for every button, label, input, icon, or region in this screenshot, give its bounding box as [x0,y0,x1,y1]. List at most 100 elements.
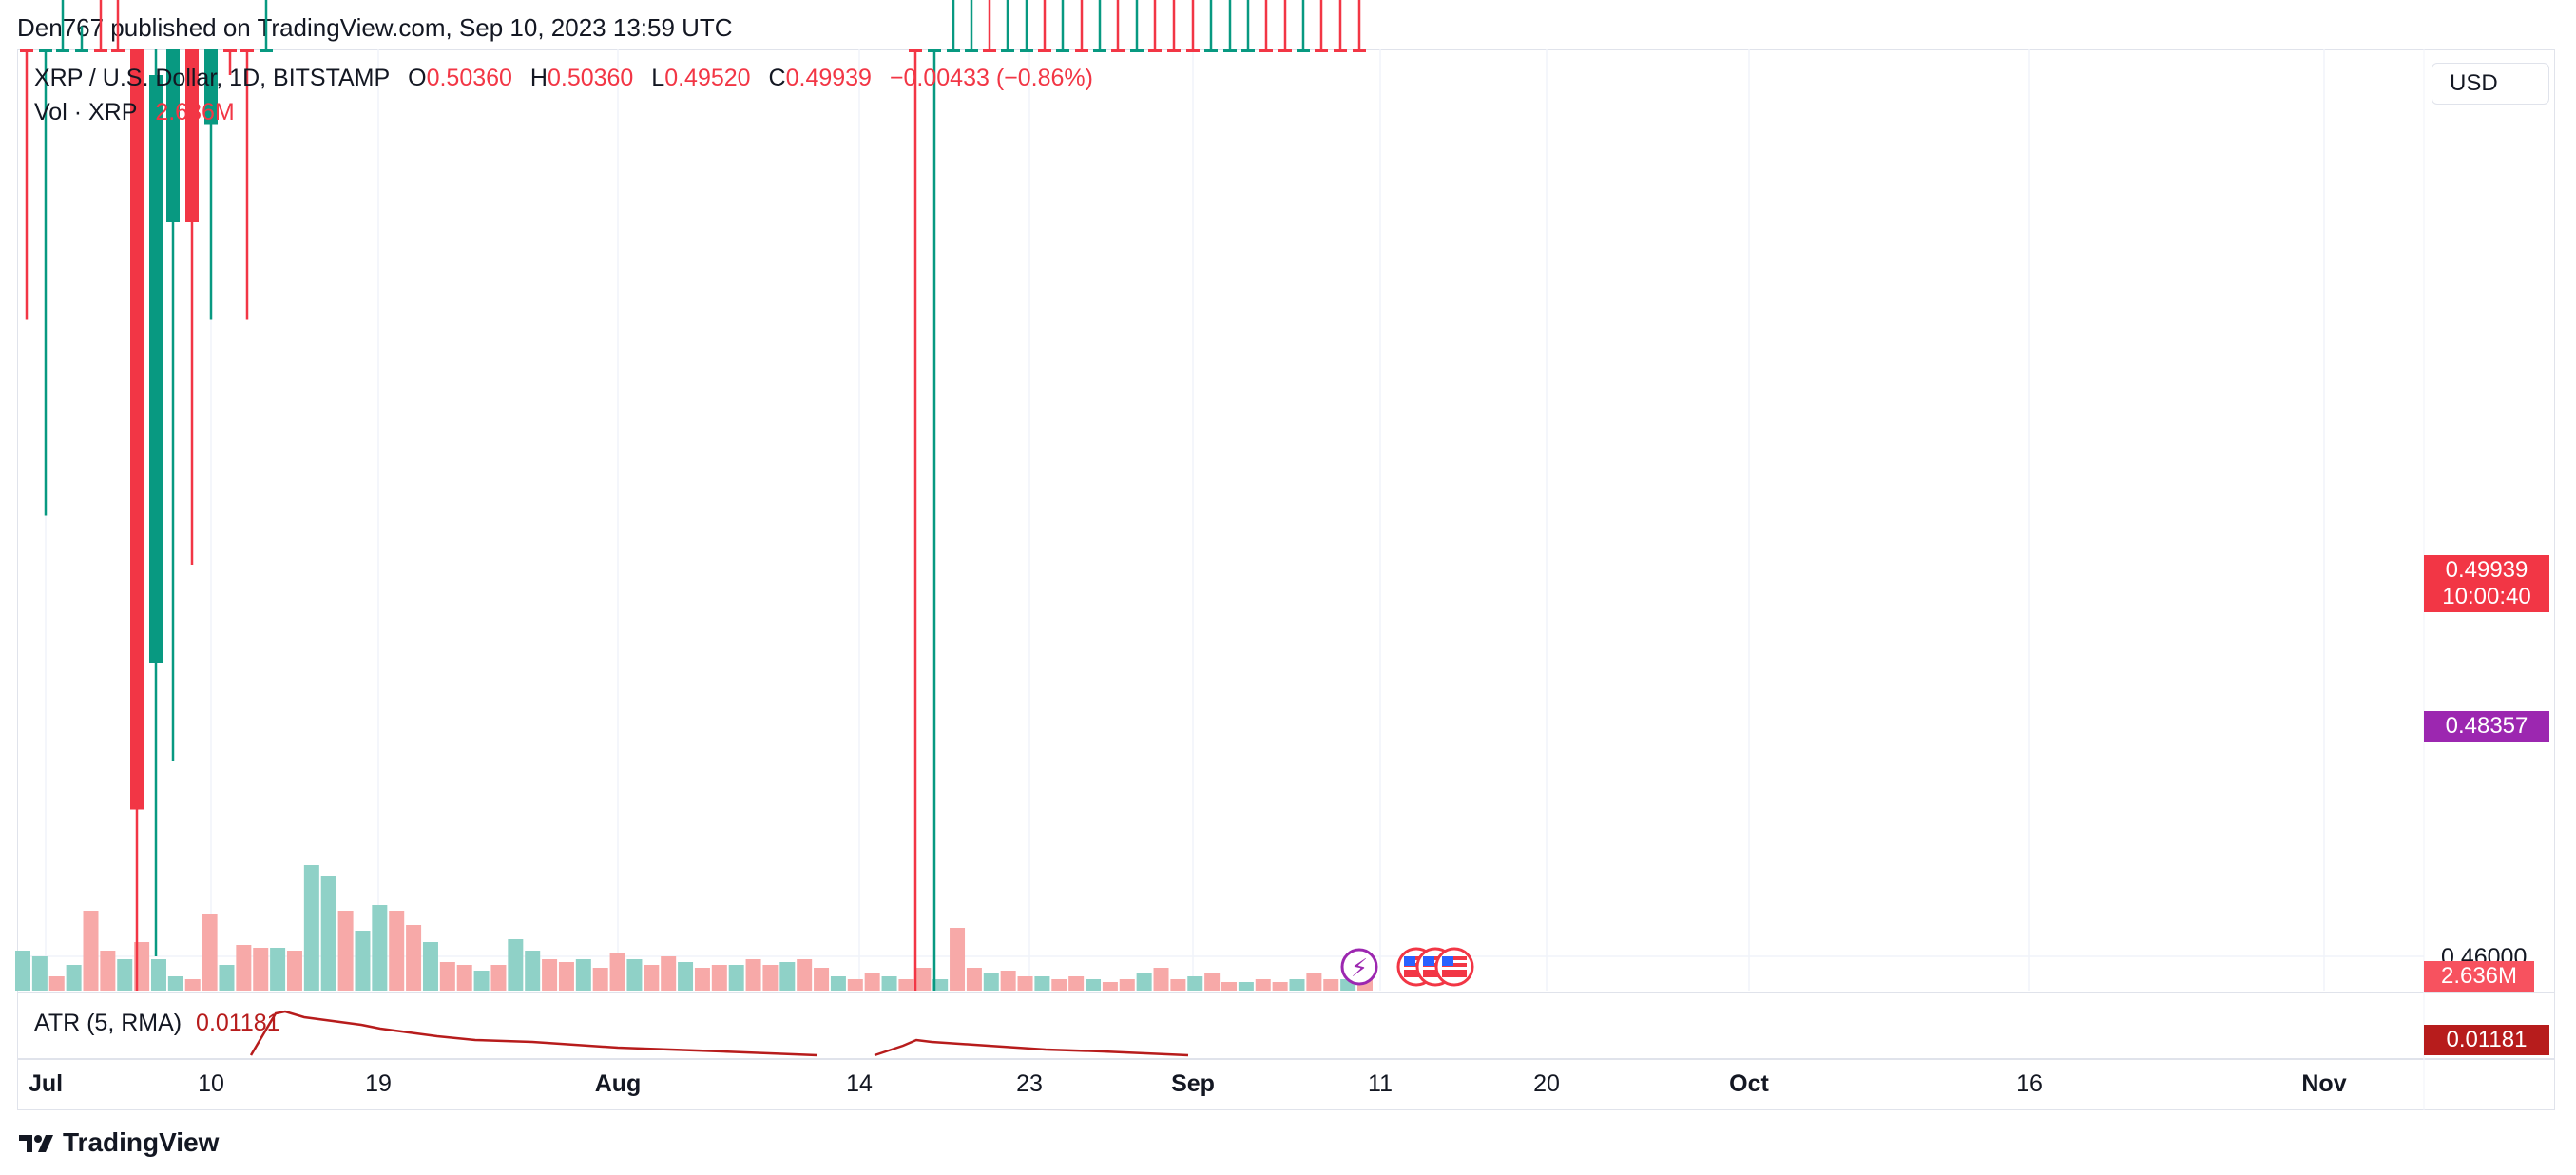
candle-body [1223,49,1237,52]
volume-bar [456,965,472,991]
x-tick-label: Jul [29,1070,63,1097]
volume-bar [48,976,65,991]
candle-body [1353,49,1366,52]
candle-body [1334,49,1347,52]
candle-body [1315,49,1328,52]
volume-bar [270,948,286,991]
last-price-value: 0.49939 [2445,557,2528,583]
volume-bar [745,959,761,991]
volume-bar [31,956,48,991]
candle-body [1186,49,1200,52]
volume-bar [66,965,82,991]
volume-bar [439,962,455,991]
volume-bar [202,914,218,991]
volume-bar [915,968,932,991]
low-value: 0.49520 [664,65,751,91]
flag-stripe [1442,967,1467,970]
volume-bar [355,931,371,991]
close-value: 0.49939 [785,65,872,91]
volume-bar [286,951,302,991]
symbol-legend: XRP / U.S. Dollar, 1D, BITSTAMP O0.50360… [34,65,1097,92]
volume-bar [711,965,727,991]
volume-bar [1204,973,1221,991]
volume-bar [932,979,949,991]
volume-bar [473,971,490,991]
candle-body [947,49,960,52]
change-value: −0.00433 (−0.86%) [889,65,1093,91]
volume-bar [15,951,30,991]
candle-body [240,49,254,52]
candle-body [1056,49,1069,52]
candle-body [1259,49,1273,52]
volume-bar [219,965,235,991]
candle-body [909,49,922,52]
candle-body [39,49,52,52]
volume-bar [1086,979,1102,991]
low-label: L [651,65,665,91]
y-axis: 0.540000.530000.520000.510000.490000.480… [2441,944,2527,971]
candle-body [1111,49,1125,52]
currency-button[interactable]: USD [2432,63,2549,105]
symbol-name: XRP / U.S. Dollar, 1D, BITSTAMP [34,65,391,91]
candle-body [1020,49,1033,52]
candle-body [166,49,180,222]
candle-body [1278,49,1292,52]
candle-body [130,49,144,810]
volume-bar [779,962,796,991]
candles [20,0,1366,991]
volume-label: Vol · XRP [34,99,138,125]
volume-bar [1272,982,1288,991]
flag-stripe [1442,960,1467,963]
candle-body [75,49,88,52]
atr-tag: 0.01181 [2424,1025,2549,1055]
candle-body [1001,49,1014,52]
candle-body [56,49,69,52]
open-value: 0.50360 [426,65,512,91]
volume-bar [150,959,166,991]
volume-bar [1119,979,1135,991]
candle-body [20,49,33,52]
volume-bar [592,968,608,991]
candle-body [1093,49,1106,52]
countdown-value: 10:00:40 [2442,584,2531,609]
atr-label: ATR (5, RMA) [34,1010,183,1036]
volume-bar [661,956,677,991]
x-tick-label: Aug [595,1070,642,1097]
volume-bar [372,905,388,991]
volume-tag: 2.636M [2424,961,2534,992]
volume-bar [422,942,438,991]
volume-legend: Vol · XRP 2.636M [34,99,239,126]
flag-canton [1423,956,1434,966]
high-label: H [529,65,548,91]
volume-bar [406,925,422,991]
tradingview-footer[interactable]: TradingView [17,1126,219,1160]
volume-bar [644,965,660,991]
candle-body [111,49,125,52]
tradingview-logo-icon [19,1135,53,1152]
volume-bar [320,876,336,991]
candle-body [260,49,273,52]
volume-bar [847,979,863,991]
volume-bar [966,968,982,991]
volume-bar [337,911,354,991]
volume-bar [626,959,643,991]
x-tick-label: 23 [1016,1070,1043,1097]
volume-bar [1051,979,1067,991]
volume-bar [1068,976,1085,991]
volume-bar [236,945,252,991]
volume-bar [490,965,507,991]
volume-bar [1153,968,1169,991]
volume-bar [184,979,201,991]
volume-bar [83,911,99,991]
volume-bar [1102,982,1118,991]
candle-body [223,49,237,52]
volume-bar [1136,973,1152,991]
atr-line [249,1010,818,1057]
atr-line [874,1038,1189,1057]
published-by-text: Den767 published on TradingView.com, Sep… [17,13,733,42]
volume-bar [898,979,914,991]
x-tick-label: Nov [2301,1070,2346,1097]
volume-bar [167,976,183,991]
lightning-icon: ⚡ [1351,954,1368,983]
